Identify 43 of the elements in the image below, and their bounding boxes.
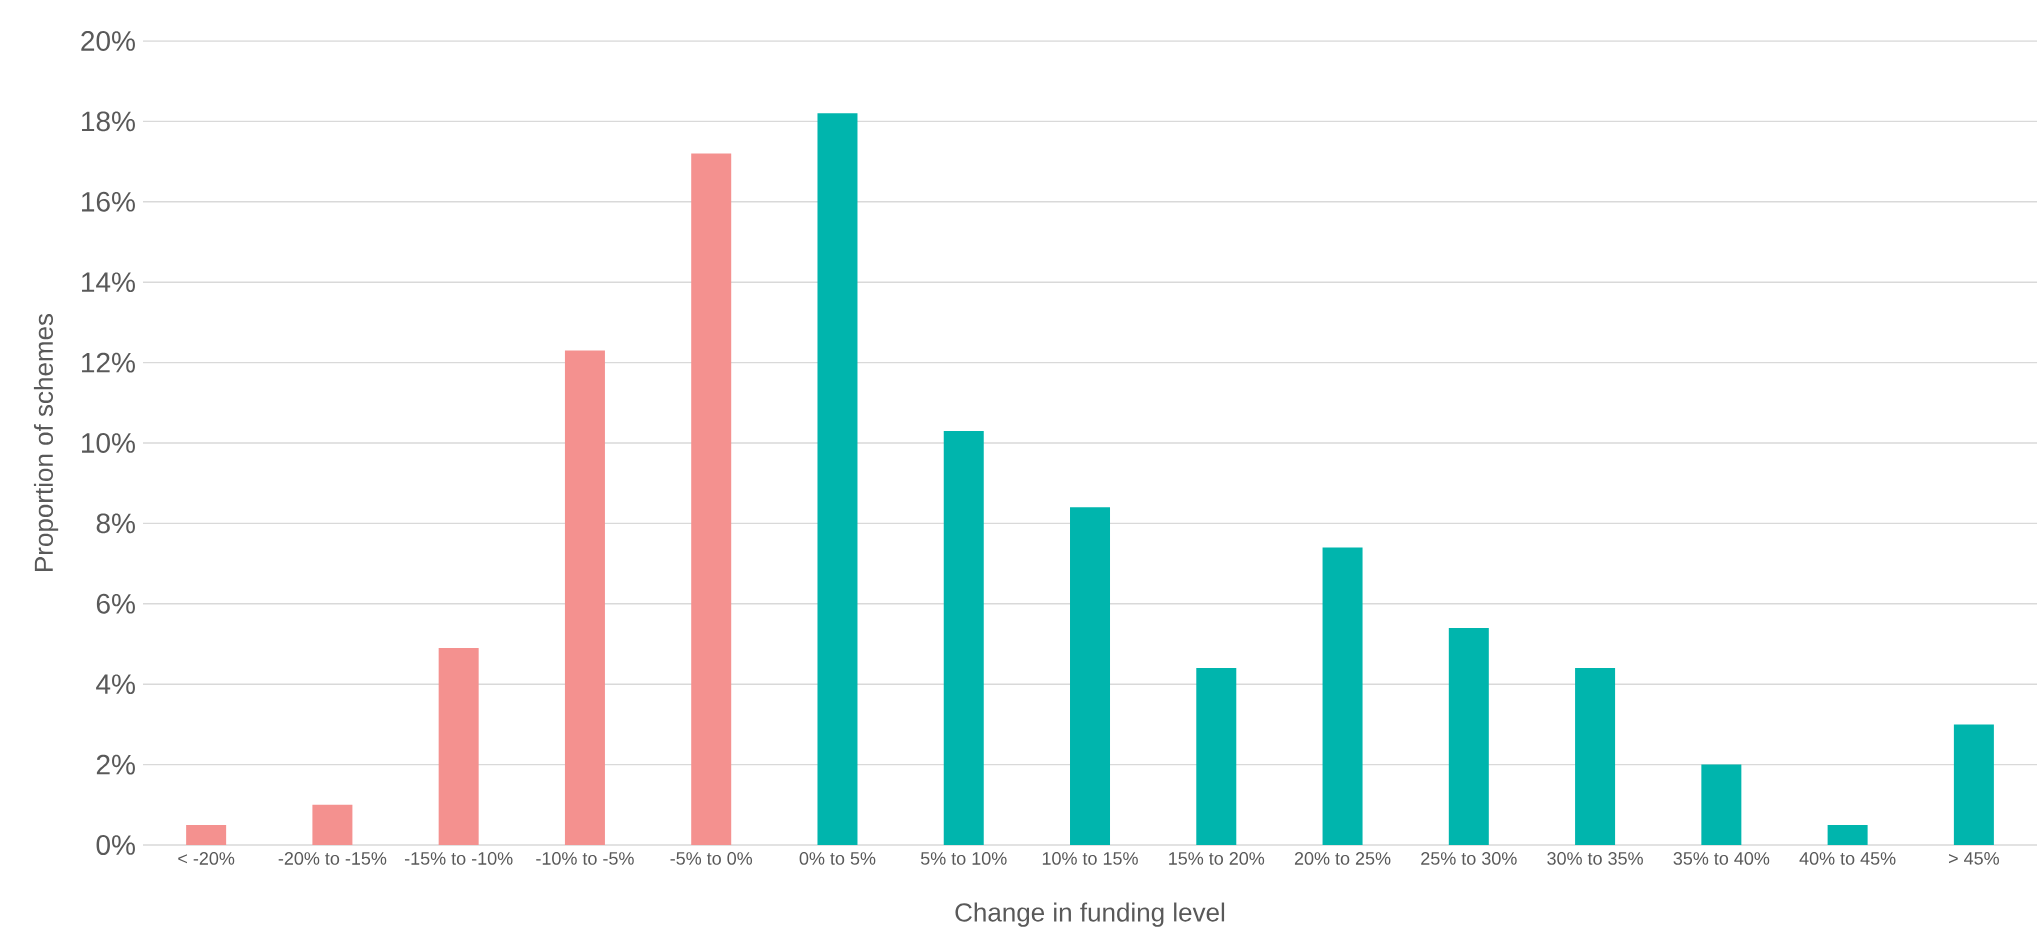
x-tick-label: > 45%	[1949, 852, 1999, 865]
bar	[1953, 724, 1994, 845]
bar	[1575, 668, 1616, 845]
y-tick-label: 20%	[81, 31, 135, 51]
bar	[943, 430, 984, 845]
x-tick-label: 10% to 15%	[1042, 852, 1138, 865]
y-tick-label: 6%	[96, 593, 135, 614]
bar	[691, 153, 732, 845]
bar	[1196, 668, 1237, 845]
bar	[186, 824, 227, 845]
x-axis-title: Change in funding level	[955, 902, 1225, 927]
x-tick-label: < -20%	[178, 852, 235, 865]
y-tick-label: 18%	[82, 111, 135, 132]
x-tick-label: 5% to 10%	[920, 852, 1007, 865]
x-tick-label: 35% to 40%	[1673, 852, 1770, 865]
bar	[817, 113, 858, 845]
bar	[438, 648, 479, 845]
y-axis-title: Proportion of schemes	[33, 313, 59, 571]
bar	[1322, 547, 1363, 845]
x-tick-label: -5% to 0%	[670, 852, 753, 865]
x-tick-label: 25% to 30%	[1421, 852, 1517, 865]
x-tick-label: 40% to 45%	[1799, 852, 1896, 865]
x-tick-label: 0% to 5%	[799, 852, 876, 865]
x-tick-label: 20% to 25%	[1294, 852, 1391, 865]
y-tick-label: 16%	[82, 191, 135, 212]
bar	[1701, 764, 1742, 845]
bar	[1448, 627, 1489, 845]
x-tick-label: -20% to -15%	[278, 852, 387, 865]
bar	[1827, 824, 1868, 845]
x-tick-label: -10% to -5%	[536, 852, 634, 865]
bar	[312, 804, 353, 845]
bar	[1070, 507, 1111, 845]
y-tick-label: 4%	[96, 674, 135, 694]
x-tick-label: -15% to -10%	[404, 852, 513, 865]
y-tick-label: 12%	[82, 352, 135, 373]
y-tick-label: 14%	[82, 272, 135, 292]
y-tick-label: 10%	[82, 433, 135, 453]
y-tick-label: 8%	[96, 513, 135, 534]
x-tick-label: 30% to 35%	[1547, 852, 1643, 865]
y-tick-label: 0%	[96, 835, 135, 855]
y-tick-label: 2%	[96, 754, 135, 775]
x-tick-label: 15% to 20%	[1169, 852, 1265, 865]
bar	[564, 350, 605, 845]
